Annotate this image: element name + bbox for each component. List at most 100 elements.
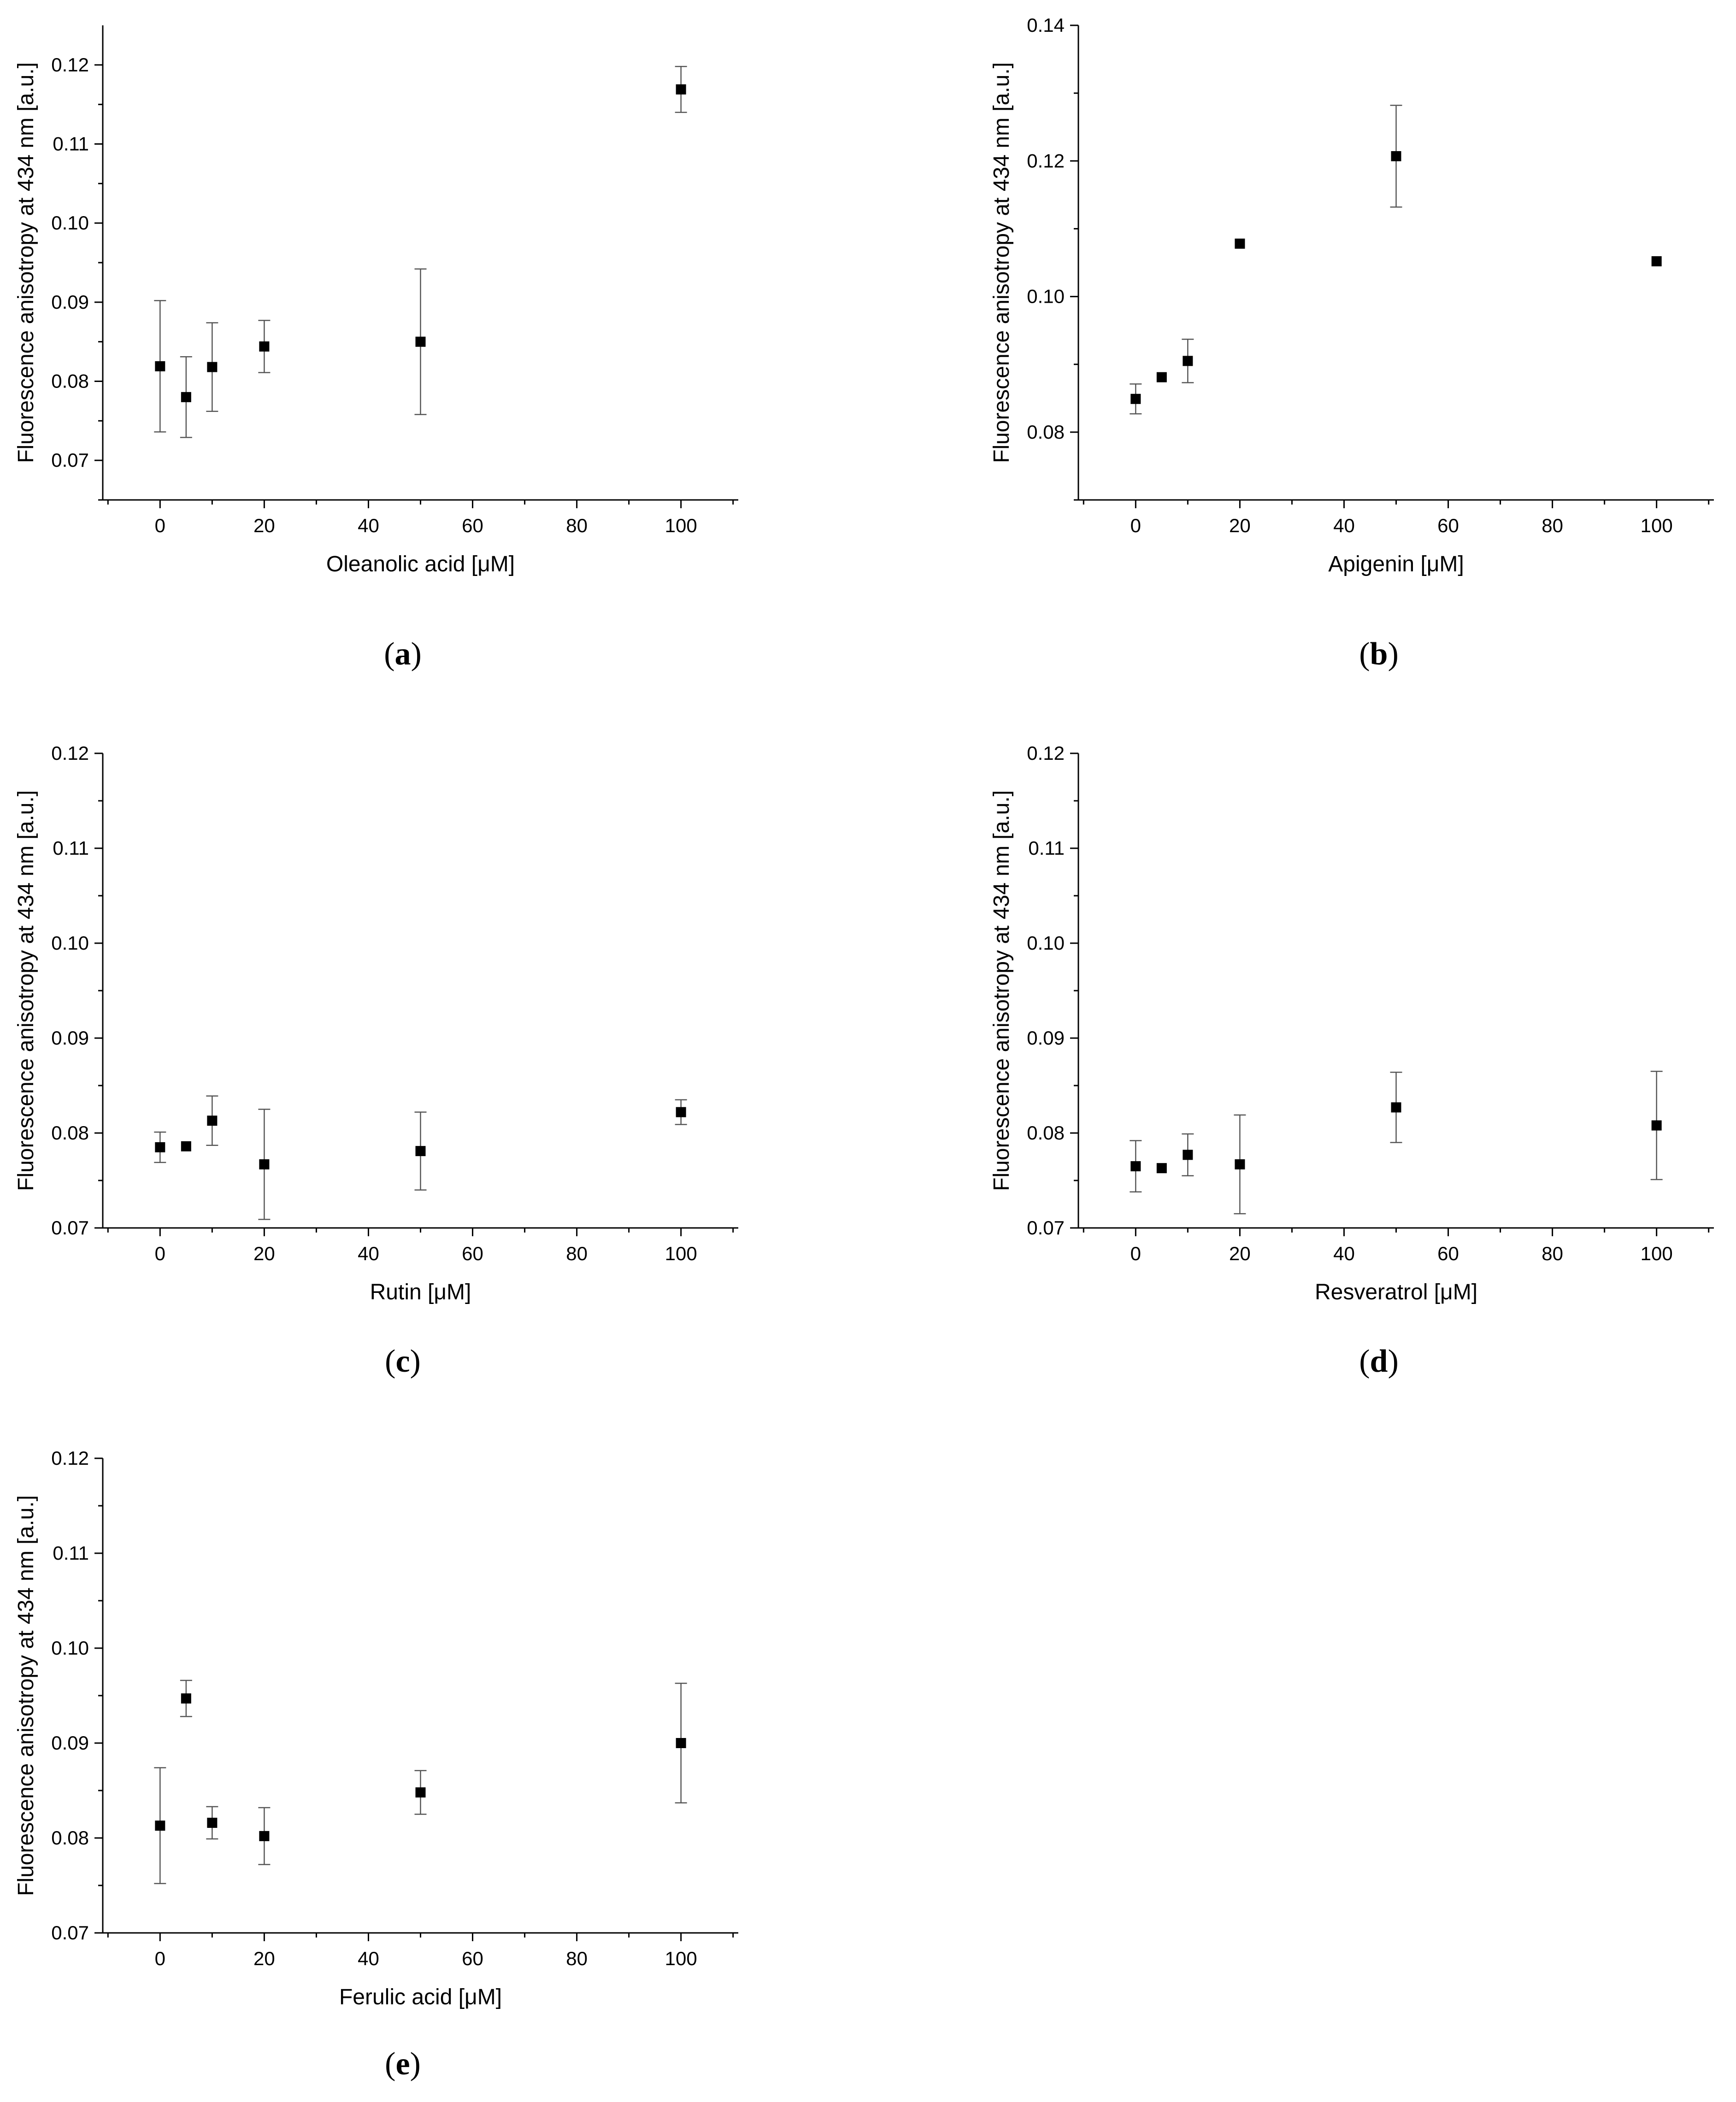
y-tick-label: 0.10 xyxy=(51,212,89,234)
x-tick-label: 100 xyxy=(665,1948,697,1969)
x-tick-label: 100 xyxy=(1641,515,1673,536)
data-point xyxy=(1156,1163,1167,1174)
x-tick-label: 20 xyxy=(253,1948,275,1969)
y-tick-label: 0.08 xyxy=(1027,421,1065,443)
x-tick-label: 100 xyxy=(1641,1243,1673,1264)
data-point xyxy=(1391,1102,1401,1113)
data-point xyxy=(1651,1120,1662,1131)
chart-panel-d: 0.07 0.08 0.09 0.10 0.11 0.12 0 20 40 60 80 100 Resv… xyxy=(976,728,1736,1396)
chart-panel-b: 0.08 0.10 0.12 0.14 0 20 40 60 80 100 Apigenin [μM… xyxy=(976,0,1736,691)
panel-label-c: (c) xyxy=(385,1344,421,1379)
x-tick-label: 80 xyxy=(566,1948,588,1969)
chart-a-svg: 0.07 0.08 0.09 0.10 0.11 0.12 0 20 40 60 80 100 Olea… xyxy=(14,25,738,576)
panel-label-b: (b) xyxy=(1359,636,1399,672)
y-tick-label: 0.11 xyxy=(53,133,89,155)
x-tick-label: 80 xyxy=(1542,1243,1563,1264)
data-point xyxy=(259,1831,270,1841)
x-tick-label: 40 xyxy=(358,515,379,536)
y-tick-label: 0.11 xyxy=(53,1542,89,1564)
panel-label-d: (d) xyxy=(1359,1344,1399,1379)
data-point xyxy=(1183,356,1193,366)
y-tick-label: 0.07 xyxy=(51,449,89,471)
chart-panel-e: 0.07 0.08 0.09 0.10 0.11 0.12 0 20 40 60 80 100 Feru… xyxy=(0,1433,868,2102)
data-point xyxy=(155,1142,165,1152)
y-tick-label: 0.10 xyxy=(51,932,89,954)
x-tick-label: 0 xyxy=(155,515,165,536)
x-axis-label: Ferulic acid [μM] xyxy=(339,1985,502,2009)
data-point xyxy=(676,1107,686,1117)
y-tick-label: 0.09 xyxy=(51,291,89,313)
y-tick-label: 0.09 xyxy=(1027,1027,1065,1049)
y-tick-label: 0.08 xyxy=(51,370,89,392)
y-tick-label: 0.09 xyxy=(51,1027,89,1049)
y-tick-label: 0.11 xyxy=(53,837,89,859)
y-axis-label: Fluorescence anisotropy at 434 nm [a.u.] xyxy=(14,62,38,463)
y-tick-label: 0.12 xyxy=(1027,150,1065,171)
chart-d-svg: 0.07 0.08 0.09 0.10 0.11 0.12 0 20 40 60 80 100 Resv… xyxy=(989,742,1714,1304)
x-tick-label: 60 xyxy=(462,515,483,536)
y-tick-label: 0.07 xyxy=(1027,1217,1065,1239)
data-point xyxy=(181,392,191,402)
x-tick-label: 60 xyxy=(1437,515,1459,536)
data-point xyxy=(155,1820,165,1831)
data-point xyxy=(181,1141,191,1151)
y-tick-label: 0.08 xyxy=(51,1827,89,1849)
data-point xyxy=(415,1146,426,1157)
chart-c-svg: 0.07 0.08 0.09 0.10 0.11 0.12 0 20 40 60 80 100 Ruti… xyxy=(14,742,738,1304)
data-point xyxy=(1183,1150,1193,1160)
y-tick-label: 0.08 xyxy=(1027,1122,1065,1144)
x-axis-label: Oleanolic acid [μM] xyxy=(326,552,515,576)
x-tick-label: 20 xyxy=(253,1243,275,1264)
data-point xyxy=(207,1116,218,1126)
x-tick-label: 100 xyxy=(665,515,697,536)
data-point xyxy=(415,336,426,347)
chart-panel-a: 0.07 0.08 0.09 0.10 0.11 0.12 0 20 40 60 80 100 Olea… xyxy=(0,0,868,691)
x-tick-label: 100 xyxy=(665,1243,697,1264)
data-point xyxy=(259,1159,270,1169)
y-tick-label: 0.07 xyxy=(51,1217,89,1239)
x-tick-label: 20 xyxy=(1229,515,1251,536)
x-tick-label: 60 xyxy=(462,1948,483,1969)
x-tick-label: 60 xyxy=(1437,1243,1459,1264)
y-tick-label: 0.10 xyxy=(51,1637,89,1659)
x-tick-label: 80 xyxy=(566,1243,588,1264)
x-axis-label: Resveratrol [μM] xyxy=(1315,1280,1477,1304)
y-axis-label: Fluorescence anisotropy at 434 nm [a.u.] xyxy=(14,1495,38,1896)
data-point xyxy=(676,1738,686,1748)
data-point xyxy=(676,84,686,95)
y-tick-label: 0.08 xyxy=(51,1122,89,1144)
data-point xyxy=(1651,256,1662,267)
y-tick-label: 0.12 xyxy=(51,1447,89,1469)
data-point xyxy=(415,1787,426,1798)
y-tick-label: 0.07 xyxy=(51,1922,89,1943)
data-point xyxy=(181,1693,191,1704)
data-point xyxy=(259,341,270,352)
data-point xyxy=(1235,238,1245,249)
x-tick-label: 20 xyxy=(253,515,275,536)
data-point xyxy=(207,362,218,372)
y-axis-label: Fluorescence anisotropy at 434 nm [a.u.] xyxy=(14,790,38,1191)
data-point xyxy=(1391,151,1401,161)
x-tick-label: 40 xyxy=(1333,515,1355,536)
x-tick-label: 80 xyxy=(1542,515,1563,536)
x-axis-label: Apigenin [μM] xyxy=(1328,552,1464,576)
data-point xyxy=(1130,1161,1141,1172)
panel-label-a: (a) xyxy=(384,636,422,672)
x-tick-label: 0 xyxy=(155,1948,165,1969)
data-point xyxy=(1156,372,1167,382)
data-point xyxy=(1130,393,1141,404)
x-tick-label: 0 xyxy=(1130,1243,1141,1264)
x-tick-label: 60 xyxy=(462,1243,483,1264)
y-tick-label: 0.10 xyxy=(1027,286,1065,307)
x-axis-label: Rutin [μM] xyxy=(370,1280,471,1304)
y-tick-label: 0.09 xyxy=(51,1732,89,1754)
chart-e-svg: 0.07 0.08 0.09 0.10 0.11 0.12 0 20 40 60 80 100 Feru… xyxy=(14,1447,738,2009)
x-tick-label: 40 xyxy=(358,1948,379,1969)
y-tick-label: 0.10 xyxy=(1027,932,1065,954)
chart-b-svg: 0.08 0.10 0.12 0.14 0 20 40 60 80 100 Apigenin [μM… xyxy=(989,14,1714,576)
x-tick-label: 40 xyxy=(1333,1243,1355,1264)
x-tick-label: 20 xyxy=(1229,1243,1251,1264)
data-point xyxy=(207,1818,218,1828)
data-point xyxy=(155,361,165,371)
x-tick-label: 0 xyxy=(1130,515,1141,536)
